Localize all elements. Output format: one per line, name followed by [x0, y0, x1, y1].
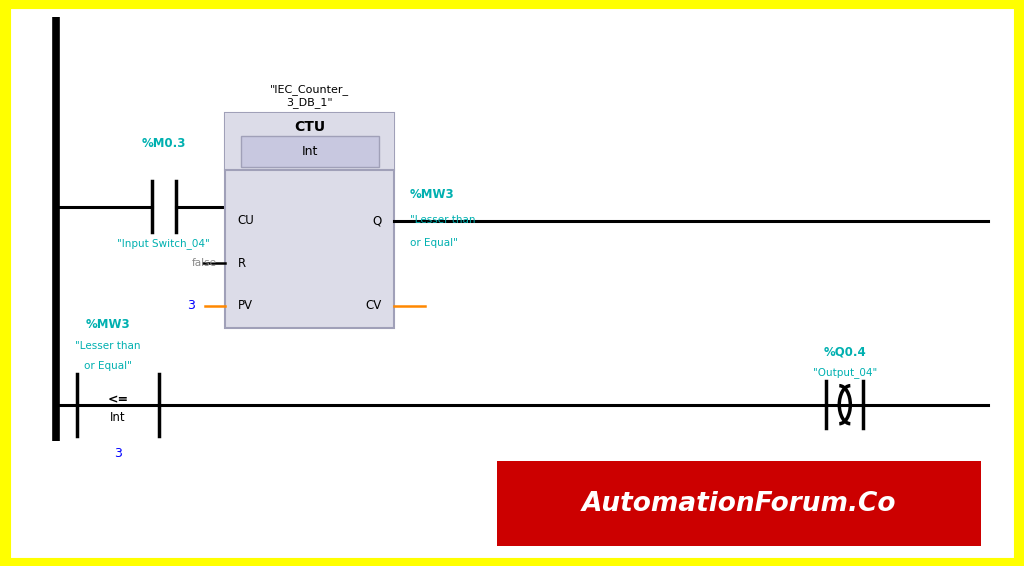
Text: AutomationForum.Co: AutomationForum.Co [582, 491, 896, 517]
Text: %MW3: %MW3 [410, 188, 455, 201]
Text: Int: Int [302, 145, 317, 158]
FancyBboxPatch shape [225, 113, 394, 328]
Text: CV: CV [366, 299, 382, 312]
FancyBboxPatch shape [225, 113, 394, 170]
Text: "IEC_Counter_
3_DB_1": "IEC_Counter_ 3_DB_1" [270, 84, 349, 108]
Text: R: R [238, 257, 246, 269]
FancyBboxPatch shape [241, 136, 379, 167]
Text: PV: PV [238, 299, 253, 312]
Text: 3: 3 [114, 447, 122, 460]
Text: Int: Int [110, 411, 126, 423]
Text: false: false [193, 258, 217, 268]
Text: "Lesser than: "Lesser than [410, 215, 475, 225]
Text: %Q0.4: %Q0.4 [823, 345, 866, 358]
Text: <=: <= [108, 394, 128, 406]
Text: Q: Q [373, 215, 382, 227]
Text: %M0.3: %M0.3 [141, 137, 186, 150]
Text: 3: 3 [186, 299, 195, 312]
Text: "Lesser than: "Lesser than [75, 341, 140, 351]
Text: or Equal": or Equal" [410, 238, 458, 248]
Text: CU: CU [238, 215, 254, 227]
Text: "Output_04": "Output_04" [813, 367, 877, 378]
Text: or Equal": or Equal" [84, 361, 131, 371]
FancyBboxPatch shape [497, 461, 981, 546]
Text: "Input Switch_04": "Input Switch_04" [118, 238, 210, 248]
Text: CTU: CTU [294, 121, 326, 134]
Text: %MW3: %MW3 [85, 318, 130, 331]
